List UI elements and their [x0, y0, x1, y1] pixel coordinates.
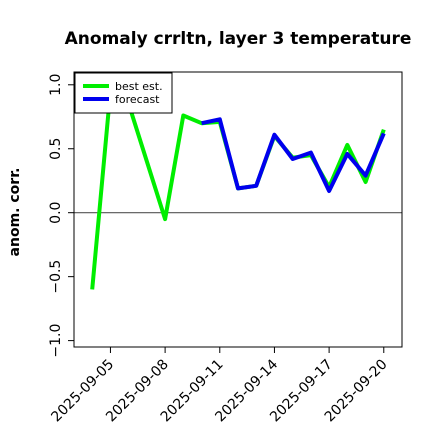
legend-label: best est. [115, 80, 163, 93]
y-axis-label: anom. corr. [7, 168, 23, 257]
series-line-best-est-1 [90, 89, 220, 290]
y-tick-label: 0.5 [48, 138, 64, 160]
series-line-forecast [201, 117, 386, 193]
legend-box [74, 72, 173, 114]
plot-area: −1.0−0.50.00.51.02025-09-052025-09-08202… [48, 71, 403, 425]
plot-frame [73, 71, 403, 348]
y-tick-label: 0.0 [48, 202, 64, 224]
y-tick-label: −0.5 [48, 260, 64, 294]
y-tick-label: 1.0 [48, 74, 64, 96]
y-tick-label: −1.0 [48, 324, 64, 358]
chart-title: Anomaly crrltn, layer 3 temperature [65, 29, 412, 49]
legend-label: forecast [115, 93, 160, 106]
